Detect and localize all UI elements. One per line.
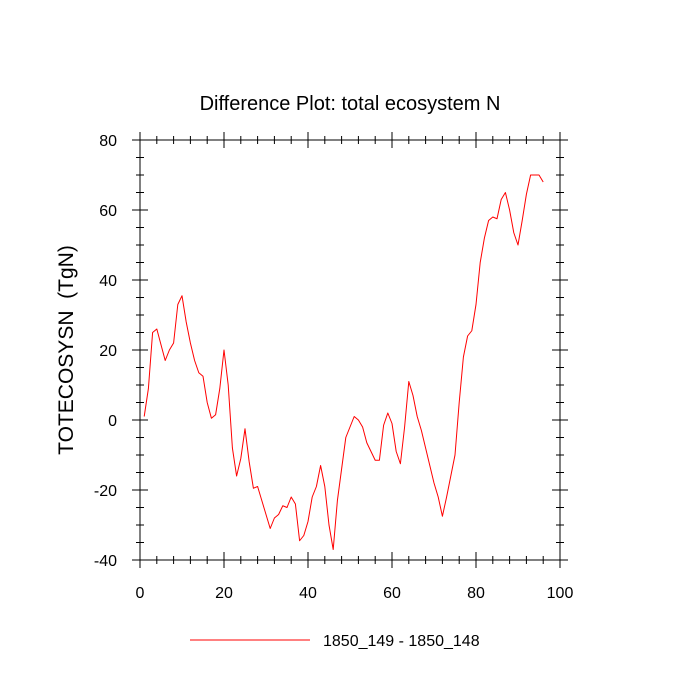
y-tick-label: -20 <box>94 483 117 500</box>
legend: 1850_149 - 1850_148 <box>190 633 480 650</box>
x-major-ticks <box>139 132 561 568</box>
y-tick-label: 40 <box>99 273 117 290</box>
y-major-ticks <box>132 139 568 561</box>
y-tick-label: -40 <box>94 553 117 570</box>
y-tick-labels: -40 -20 0 20 40 60 80 <box>94 133 117 570</box>
series-line <box>143 174 544 550</box>
x-tick-label: 80 <box>467 585 485 602</box>
y-tick-label: 80 <box>99 133 117 150</box>
plot-frame <box>139 139 561 561</box>
y-tick-label: 20 <box>99 343 117 360</box>
x-tick-label: 0 <box>136 585 145 602</box>
x-tick-label: 100 <box>547 585 574 602</box>
series-layer <box>143 174 544 550</box>
y-axis-label: TOTECOSYSN (TgN) <box>55 245 78 455</box>
x-tick-label: 40 <box>299 585 317 602</box>
x-tick-labels: 0 20 40 60 80 100 <box>136 585 574 602</box>
y-minor-ticks <box>136 157 564 543</box>
chart-title: Difference Plot: total ecosystem N <box>200 93 501 115</box>
y-tick-label: 0 <box>108 413 117 430</box>
x-minor-ticks <box>156 136 544 564</box>
x-tick-label: 60 <box>383 585 401 602</box>
x-tick-label: 20 <box>215 585 233 602</box>
y-tick-label: 60 <box>99 203 117 220</box>
legend-label: 1850_149 - 1850_148 <box>323 633 480 650</box>
